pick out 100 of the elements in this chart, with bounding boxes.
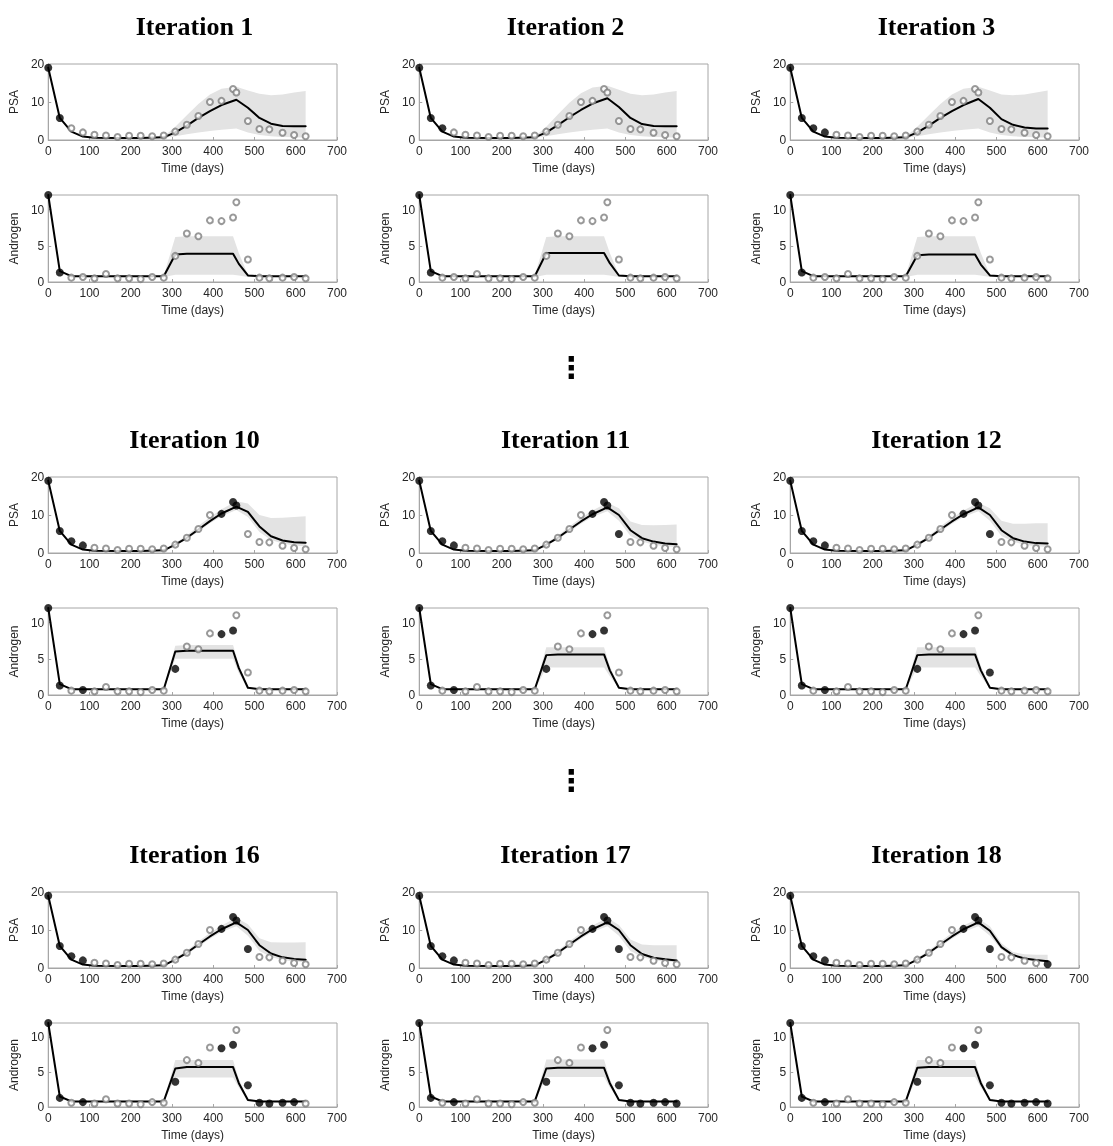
x-tick-label: 700 [697, 1111, 719, 1125]
point [182, 642, 191, 651]
x-axis-title: Time (days) [532, 574, 596, 588]
point [125, 959, 134, 968]
point [113, 545, 122, 554]
x-tick-label: 200 [491, 1111, 513, 1125]
y-tick-label: 5 [779, 651, 787, 666]
x-tick-label: 500 [986, 144, 1007, 158]
point [278, 1098, 287, 1107]
y-tick-label: 10 [401, 1030, 416, 1044]
point [997, 952, 1006, 961]
point [102, 683, 110, 692]
y-tick-label: 10 [772, 95, 787, 109]
point [113, 1099, 122, 1108]
point [438, 537, 447, 546]
point [449, 272, 458, 281]
point [901, 959, 910, 968]
point [890, 1098, 899, 1107]
point [636, 274, 645, 283]
point [78, 128, 87, 137]
point [44, 1019, 53, 1027]
point [136, 131, 145, 140]
point [1007, 687, 1016, 696]
point [959, 217, 968, 226]
point [415, 604, 424, 612]
x-tick-label: 100 [821, 1111, 842, 1125]
x-tick-label: 500 [615, 1111, 636, 1125]
y-tick-label: 10 [401, 95, 416, 109]
point [797, 1093, 806, 1102]
point [797, 113, 806, 122]
chart-title: Iteration 12 [871, 424, 1002, 454]
x-tick-label: 500 [615, 557, 636, 571]
point [159, 959, 168, 968]
chart-title: Iteration 18 [871, 839, 1002, 869]
point [878, 131, 887, 140]
point [243, 668, 252, 677]
point [148, 1098, 157, 1107]
point [530, 273, 539, 282]
point [878, 1100, 887, 1109]
point [301, 274, 310, 283]
point [507, 544, 516, 553]
point [243, 255, 252, 264]
point [55, 113, 64, 122]
y-tick-label: 5 [408, 238, 416, 253]
y-tick-label: 0 [37, 688, 45, 702]
point [426, 681, 435, 690]
y-axis-title: PSA [378, 502, 392, 528]
x-tick-label: 500 [244, 1111, 265, 1125]
point [890, 545, 899, 554]
x-tick-label: 200 [491, 699, 513, 713]
x-tick-label: 700 [697, 699, 719, 713]
y-tick-label: 10 [772, 202, 787, 217]
y-tick-label: 0 [37, 961, 45, 975]
y-tick-label: 0 [37, 1100, 45, 1114]
point [67, 124, 76, 133]
point [1043, 1099, 1052, 1108]
point [519, 1098, 528, 1107]
point [786, 63, 795, 72]
x-tick-label: 400 [203, 972, 224, 986]
x-axis-title: Time (days) [903, 989, 967, 1003]
point [1007, 125, 1016, 134]
point [576, 926, 585, 934]
point [159, 273, 168, 282]
x-tick-label: 400 [945, 286, 966, 300]
point [809, 124, 818, 133]
x-tick-label: 700 [697, 286, 719, 300]
point [649, 541, 658, 550]
x-tick-label: 400 [203, 286, 224, 300]
x-axis-title: Time (days) [903, 574, 967, 588]
point [959, 924, 968, 933]
point [484, 545, 493, 554]
point [290, 272, 299, 281]
point [867, 687, 876, 696]
point [507, 688, 516, 697]
point [243, 1081, 252, 1090]
point [947, 1043, 956, 1052]
point [901, 1098, 910, 1107]
point [255, 537, 264, 546]
point [985, 255, 994, 264]
point [576, 98, 585, 106]
x-axis-title: Time (days) [532, 1128, 596, 1142]
point [449, 956, 458, 965]
point [243, 530, 252, 538]
point [159, 131, 168, 140]
point [102, 544, 110, 553]
point [449, 541, 458, 550]
point [936, 940, 945, 949]
point [959, 630, 968, 639]
point [496, 544, 505, 553]
point [301, 132, 310, 141]
point [90, 1099, 99, 1108]
y-tick-label: 10 [772, 508, 787, 522]
y-axis-title: Androgen [749, 1038, 763, 1092]
point [194, 1058, 203, 1067]
x-tick-label: 300 [532, 699, 554, 713]
point [496, 131, 505, 140]
x-axis-title: Time (days) [903, 303, 967, 317]
x-tick-label: 600 [656, 699, 678, 713]
x-tick-label: 600 [1027, 144, 1049, 158]
x-tick-label: 100 [79, 1111, 100, 1125]
